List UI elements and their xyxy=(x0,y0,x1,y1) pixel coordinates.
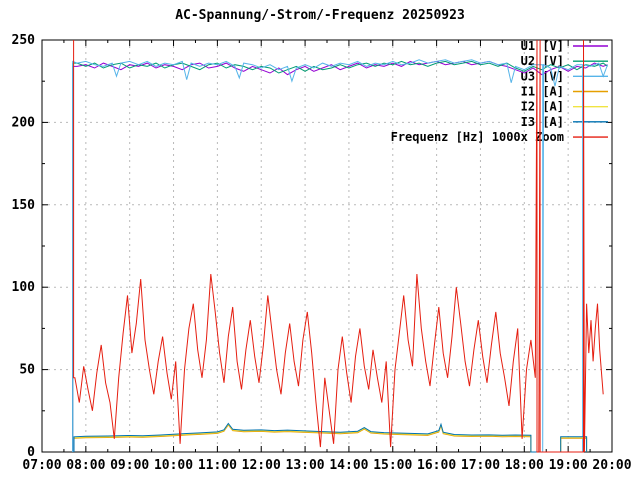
series-line-i3-a xyxy=(73,422,588,453)
x-axis-tick-label: 17:00 xyxy=(461,458,500,473)
x-axis-tick-label: 15:00 xyxy=(373,458,412,473)
x-axis-tick-label: 09:00 xyxy=(110,458,149,473)
y-axis-tick-label: 50 xyxy=(19,363,35,378)
x-axis-tick-label: 12:00 xyxy=(242,458,281,473)
x-axis-tick-label: 19:00 xyxy=(549,458,588,473)
x-axis-tick-label: 07:00 xyxy=(22,458,61,473)
x-axis-tick-label: 11:00 xyxy=(198,458,237,473)
x-axis-tick-label: 10:00 xyxy=(154,458,193,473)
legend-label-u2-v: U2 [V] xyxy=(521,54,564,68)
y-axis-tick-label: 100 xyxy=(12,280,36,295)
series-line-u3-v xyxy=(72,59,609,453)
x-axis-tick-label: 08:00 xyxy=(66,458,105,473)
legend-label-u1-v: U1 [V] xyxy=(521,39,564,53)
chart-title: AC-Spannung/-Strom/-Frequenz 20250923 xyxy=(175,8,465,23)
y-axis-tick-label: 200 xyxy=(12,115,36,130)
series-line-i2-a xyxy=(73,423,588,453)
y-axis-tick-label: 0 xyxy=(27,445,35,460)
legend-label-frequenz-hz-1000x-zoom: Frequenz [Hz] 1000x Zoom xyxy=(391,130,564,144)
x-axis-tick-label: 16:00 xyxy=(417,458,456,473)
x-axis-tick-label: 13:00 xyxy=(286,458,325,473)
series-line-frequenz-hz-1000x-zoom xyxy=(73,39,604,453)
series-line-i1-a xyxy=(73,424,588,453)
y-axis-tick-label: 150 xyxy=(12,198,36,213)
x-axis-tick-label: 14:00 xyxy=(329,458,368,473)
x-axis-tick-label: 20:00 xyxy=(592,458,631,473)
series-line-u1-v xyxy=(72,60,608,452)
y-axis-tick-label: 250 xyxy=(12,33,36,48)
series-line-u2-v xyxy=(72,60,608,452)
x-axis-tick-label: 18:00 xyxy=(505,458,544,473)
